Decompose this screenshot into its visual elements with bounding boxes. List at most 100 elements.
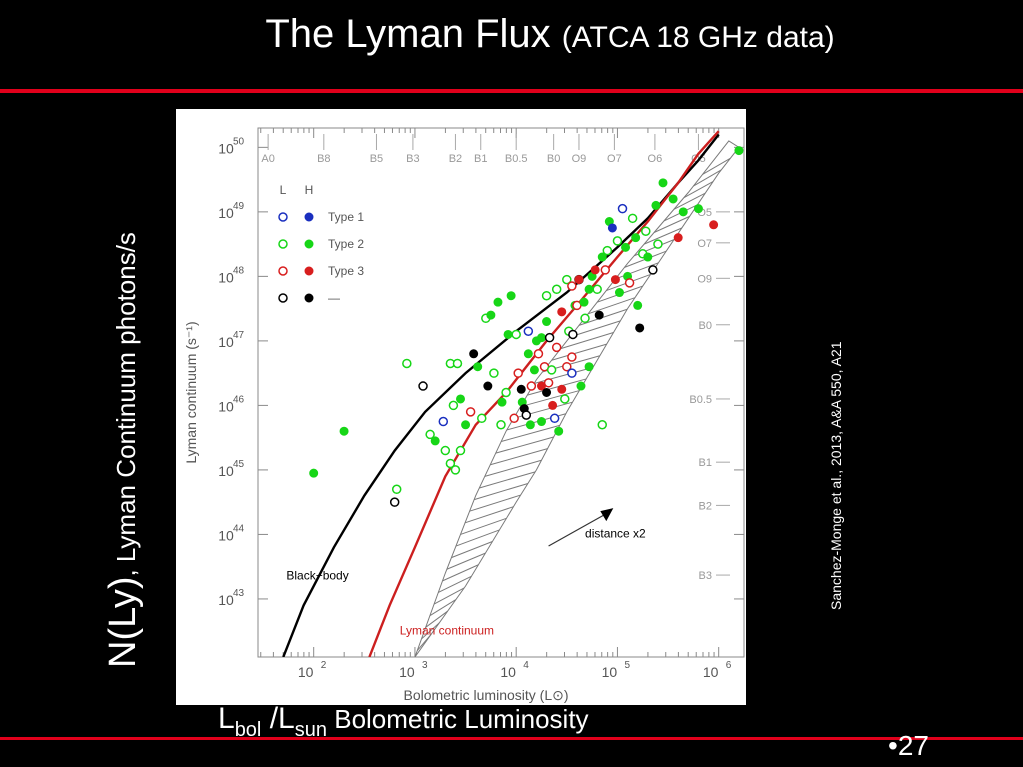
top-spectral-label: B8 — [317, 153, 330, 165]
x-tick-label-exponent: 4 — [523, 660, 529, 671]
legend-label: Type 1 — [328, 210, 364, 224]
data-point — [546, 365, 557, 375]
data-point — [509, 413, 519, 424]
data-point — [574, 275, 584, 285]
hatch-line — [551, 343, 607, 361]
data-point — [658, 178, 668, 188]
data-point — [526, 381, 537, 391]
data-point — [568, 329, 578, 340]
distance-arrow-shaft — [548, 512, 608, 547]
y-tick-label-exponent: 48 — [233, 265, 245, 276]
data-point — [516, 384, 526, 394]
x-tick-label: 10 — [500, 664, 516, 680]
data-point — [567, 281, 577, 291]
y-tick-label-exponent: 47 — [233, 330, 245, 341]
y-tick-label-exponent: 50 — [233, 136, 245, 147]
hatch-line — [479, 471, 536, 489]
top-spectral-label: B0 — [547, 153, 560, 165]
right-spectral-label: B2 — [699, 500, 712, 512]
data-point — [631, 233, 641, 243]
legend-marker-filled — [304, 293, 314, 303]
data-point — [580, 313, 590, 324]
hatch-line — [702, 157, 731, 175]
data-point — [456, 394, 465, 404]
x-tick-label: 10 — [602, 664, 618, 680]
hatch-line — [460, 517, 507, 535]
chart-annotation: distance x2 — [585, 527, 646, 541]
hatch-line — [469, 494, 521, 512]
data-point — [641, 226, 651, 236]
hatch-line — [673, 192, 706, 210]
x-axis-caption-sun: sun — [294, 719, 327, 741]
data-point — [473, 362, 483, 372]
data-point — [521, 410, 532, 420]
slide-title: The Lyman Flux (ATCA 18 GHz data) — [0, 12, 1023, 57]
x-tick-label-exponent: 3 — [422, 660, 428, 671]
data-point — [391, 484, 402, 495]
y-axis-title: Lyman continuum (s⁻¹) — [183, 321, 199, 463]
data-point — [497, 397, 507, 407]
top-spectral-label: B1 — [474, 153, 487, 165]
data-point — [477, 413, 487, 424]
hatch-line — [446, 552, 486, 570]
data-point — [448, 400, 459, 411]
top-spectral-label: O9 — [572, 153, 587, 165]
data-point — [548, 400, 558, 410]
hatch-line — [495, 436, 554, 454]
y-tick-label-exponent: 46 — [233, 394, 245, 405]
citation: Sanchez-Monge et al., 2013, A&A 550, A21 — [828, 341, 844, 610]
data-point — [450, 465, 461, 475]
data-point — [542, 388, 552, 397]
data-point — [445, 458, 456, 469]
data-point — [562, 361, 572, 372]
chart-figure: 10 2 10 3 10 4 10 5 10 6 10 43 10 44 10 45 10 46 10 47 10 48 1… — [176, 109, 746, 705]
data-point — [554, 426, 564, 436]
x-tick-label-exponent: 5 — [624, 660, 630, 671]
data-point — [551, 284, 562, 295]
x-tick-label: 10 — [399, 664, 415, 680]
data-point — [584, 362, 594, 372]
data-point — [461, 420, 471, 430]
data-point — [465, 407, 476, 417]
data-point — [489, 368, 499, 378]
hatch-line — [534, 366, 594, 384]
data-point — [537, 333, 546, 343]
data-point — [389, 497, 400, 507]
data-point — [525, 420, 535, 430]
data-point — [678, 207, 688, 217]
data-point — [557, 307, 567, 317]
legend-marker-filled — [304, 266, 314, 276]
hatch-line — [421, 622, 440, 640]
hatch-line — [464, 506, 514, 524]
data-point — [668, 194, 678, 204]
data-point — [511, 329, 521, 340]
hatch-line — [490, 448, 548, 466]
data-point — [506, 291, 516, 301]
data-point — [501, 387, 511, 398]
top-spectral-label: B0.5 — [505, 153, 528, 165]
legend-label: — — [328, 291, 340, 305]
data-point — [537, 417, 546, 427]
data-point — [562, 274, 572, 285]
data-point — [503, 329, 513, 339]
data-point — [584, 284, 594, 294]
y-tick-label: 10 — [218, 592, 234, 608]
hatch-line — [520, 390, 580, 408]
legend-marker-filled — [304, 212, 314, 222]
data-point — [673, 233, 683, 243]
x-axis-caption: Lbol /Lsun Bolometric Luminosity — [218, 702, 589, 742]
legend-marker-open — [278, 266, 288, 276]
hatch-line — [560, 332, 614, 350]
data-point — [493, 297, 503, 307]
top-spectral-label: O7 — [607, 153, 622, 165]
data-point — [339, 426, 349, 436]
data-point — [430, 436, 440, 446]
data-point — [643, 252, 653, 262]
hatch-line — [474, 482, 529, 501]
data-point — [651, 200, 661, 210]
data-point — [612, 236, 623, 246]
data-point — [483, 381, 493, 391]
data-point — [610, 275, 620, 285]
distance-arrow-head — [600, 508, 614, 522]
hatch-line — [569, 320, 621, 338]
